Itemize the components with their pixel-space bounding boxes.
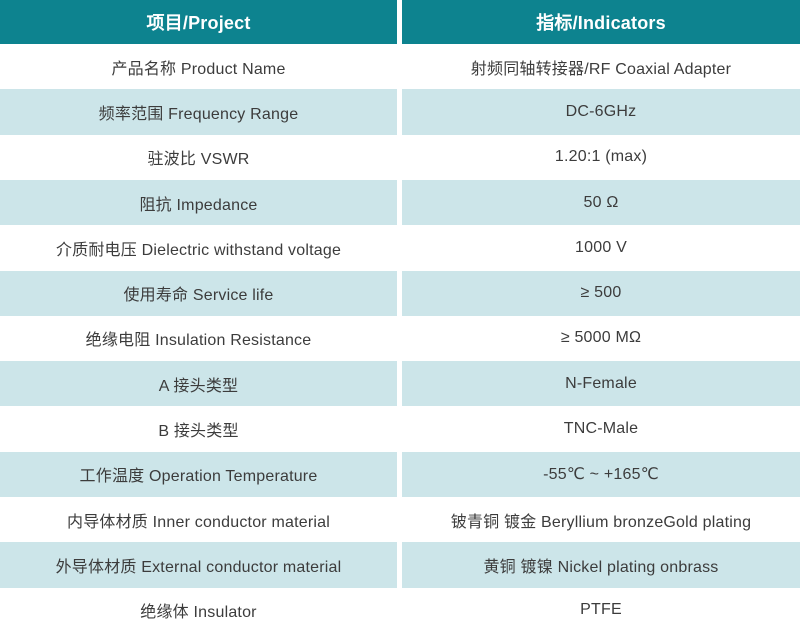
project-cell: 频率范围 Frequency Range xyxy=(0,89,397,135)
project-cell: 驻波比 VSWR xyxy=(0,134,397,180)
indicator-cell: -55℃ ~ +165℃ xyxy=(402,451,800,498)
table-row: 外导体材质 External conductor material 黄铜 镀镍 … xyxy=(0,542,800,588)
project-cell: 产品名称 Product Name xyxy=(0,44,397,90)
table-row: 驻波比 VSWR 1.20:1 (max) xyxy=(0,134,800,180)
table-row: B 接头类型 TNC-Male xyxy=(0,406,800,452)
project-cell: 绝缘体 Insulator xyxy=(0,587,397,633)
project-cell: 外导体材质 External conductor material xyxy=(0,542,397,588)
project-cell: 介质耐电压 Dielectric withstand voltage xyxy=(0,225,397,271)
indicator-cell: 1000 V xyxy=(402,225,800,271)
table-row: 工作温度 Operation Temperature -55℃ ~ +165℃ xyxy=(0,451,800,498)
indicator-cell: 50 Ω xyxy=(402,179,800,226)
table-row: A 接头类型 N-Female xyxy=(0,361,800,407)
indicator-cell: 射频同轴转接器/RF Coaxial Adapter xyxy=(402,44,800,90)
table-row: 绝缘电阻 Insulation Resistance ≥ 5000 MΩ xyxy=(0,315,800,362)
project-cell: 使用寿命 Service life xyxy=(0,270,397,316)
column-header-project: 项目/Project xyxy=(0,0,397,44)
indicator-cell: ≥ 500 xyxy=(402,270,800,316)
project-cell: 阻抗 Impedance xyxy=(0,179,397,226)
table-row: 绝缘体 Insulator PTFE xyxy=(0,587,800,633)
table-row: 介质耐电压 Dielectric withstand voltage 1000 … xyxy=(0,225,800,271)
column-header-indicators: 指标/Indicators xyxy=(402,0,800,44)
table-row: 使用寿命 Service life ≥ 500 xyxy=(0,270,800,316)
project-cell: 内导体材质 Inner conductor material xyxy=(0,497,397,543)
indicator-cell: DC-6GHz xyxy=(402,89,800,135)
project-cell: 绝缘电阻 Insulation Resistance xyxy=(0,315,397,362)
table-header-row: 项目/Project 指标/Indicators xyxy=(0,0,800,44)
table-row: 内导体材质 Inner conductor material 铍青铜 镀金 Be… xyxy=(0,497,800,543)
table-row: 频率范围 Frequency Range DC-6GHz xyxy=(0,89,800,135)
project-cell: B 接头类型 xyxy=(0,406,397,452)
project-cell: A 接头类型 xyxy=(0,361,397,407)
table-row: 产品名称 Product Name 射频同轴转接器/RF Coaxial Ada… xyxy=(0,44,800,90)
indicator-cell: N-Female xyxy=(402,361,800,407)
indicator-cell: 1.20:1 (max) xyxy=(402,134,800,180)
indicator-cell: 铍青铜 镀金 Beryllium bronzeGold plating xyxy=(402,497,800,543)
indicator-cell: ≥ 5000 MΩ xyxy=(402,315,800,362)
indicator-cell: PTFE xyxy=(402,587,800,633)
table-row: 阻抗 Impedance 50 Ω xyxy=(0,179,800,226)
indicator-cell: TNC-Male xyxy=(402,406,800,452)
indicator-cell: 黄铜 镀镍 Nickel plating onbrass xyxy=(402,542,800,588)
project-cell: 工作温度 Operation Temperature xyxy=(0,451,397,498)
